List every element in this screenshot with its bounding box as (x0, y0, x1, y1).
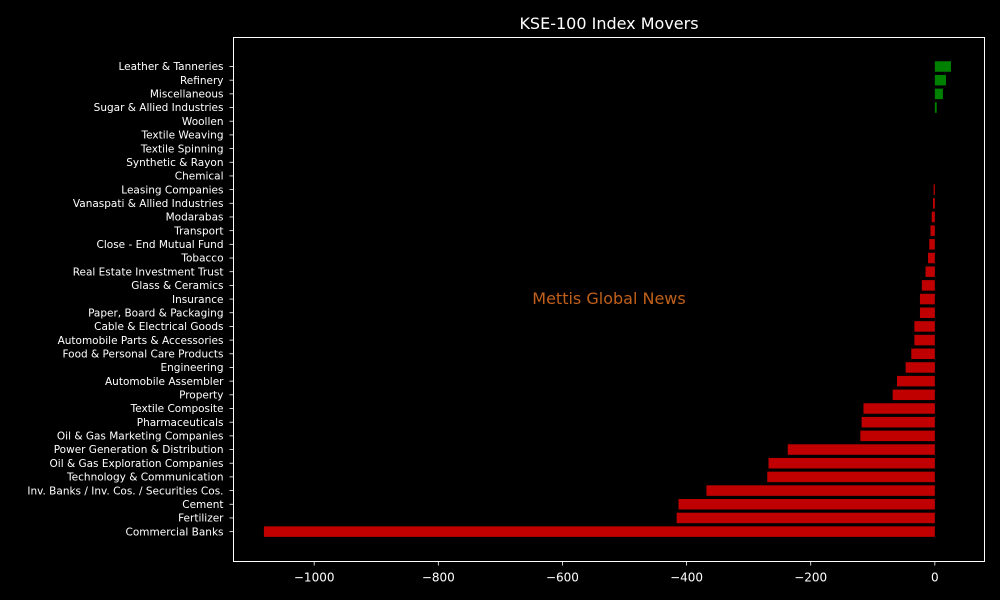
bar (919, 293, 935, 305)
bars-group (263, 61, 951, 537)
category-label: Chemical (175, 171, 224, 183)
category-label: Glass & Ceramics (131, 280, 223, 292)
bar (767, 471, 935, 483)
bar (860, 430, 935, 442)
category-label: Engineering (161, 362, 224, 374)
category-label: Close - End Mutual Fund (97, 239, 224, 251)
category-label: Power Generation & Distribution (54, 444, 224, 456)
bar (892, 389, 935, 401)
bar (934, 61, 951, 72)
bar (931, 211, 935, 223)
category-label: Miscellaneous (150, 89, 224, 101)
bar (905, 362, 935, 373)
category-label: Textile Spinning (140, 143, 224, 155)
category-label: Refinery (180, 75, 224, 87)
bar (934, 102, 937, 113)
category-label: Fertilizer (178, 513, 224, 525)
category-label: Paper, Board & Packaging (88, 307, 223, 319)
category-label: Oil & Gas Exploration Companies (50, 458, 224, 470)
bar (930, 225, 935, 236)
x-axis-ticks: −1000 −800 −600 −400 −200 0 (294, 561, 939, 585)
category-label: Automobile Assembler (105, 376, 224, 388)
bar (911, 348, 935, 360)
bar (928, 252, 935, 264)
category-label: Modarabas (166, 212, 224, 224)
x-tick-label: −400 (670, 571, 703, 585)
bar (787, 444, 935, 455)
category-label: Food & Personal Care Products (62, 348, 223, 360)
category-label: Automobile Parts & Accessories (58, 335, 224, 347)
bar (914, 334, 935, 346)
category-label: Leasing Companies (121, 184, 223, 196)
category-label: Leather & Tanneries (118, 61, 223, 73)
bar (934, 74, 947, 86)
bar (921, 280, 935, 291)
category-label: Pharmaceuticals (137, 417, 224, 429)
x-tick-label: −200 (794, 571, 827, 585)
category-label: Textile Composite (130, 403, 224, 415)
bar (934, 88, 943, 100)
bar (863, 403, 935, 414)
category-labels: Leather & Tanneries Refinery Miscellaneous… (27, 61, 234, 538)
category-label: Synthetic & Rayon (126, 157, 223, 169)
bar (896, 375, 935, 387)
category-label: Vanaspati & Allied Industries (73, 198, 224, 210)
x-tick-label: −800 (422, 571, 455, 585)
category-label: Cement (182, 499, 223, 511)
category-label: Textile Weaving (141, 130, 224, 142)
category-label: Technology & Communication (66, 472, 223, 484)
bar (925, 266, 935, 277)
category-label: Sugar & Allied Industries (94, 102, 224, 114)
watermark: Mettis Global News (532, 289, 685, 308)
bar (929, 239, 935, 250)
category-label: Commercial Banks (126, 526, 224, 538)
bar (914, 321, 935, 332)
x-tick-label: −600 (546, 571, 579, 585)
category-label: Insurance (172, 294, 224, 306)
category-label: Cable & Electrical Goods (94, 321, 223, 333)
category-label: Real Estate Investment Trust (73, 266, 224, 278)
bar (678, 499, 935, 510)
x-tick-label: 0 (931, 571, 939, 585)
category-label: Transport (173, 225, 223, 237)
chart-title: KSE-100 Index Movers (519, 14, 698, 33)
category-label: Inv. Banks / Inv. Cos. / Securities Cos. (27, 485, 223, 497)
category-label: Property (179, 390, 223, 402)
bar (933, 184, 935, 195)
bar (706, 485, 935, 496)
category-label: Tobacco (180, 253, 223, 265)
x-tick-label: −1000 (294, 571, 335, 585)
category-label: Woollen (182, 116, 224, 128)
bar (676, 512, 935, 524)
bar (919, 307, 935, 318)
bar (768, 457, 935, 469)
bar (263, 526, 935, 537)
category-label: Oil & Gas Marketing Companies (57, 431, 224, 443)
plot-frame (233, 37, 985, 562)
bar (861, 416, 935, 428)
bar (932, 198, 935, 209)
